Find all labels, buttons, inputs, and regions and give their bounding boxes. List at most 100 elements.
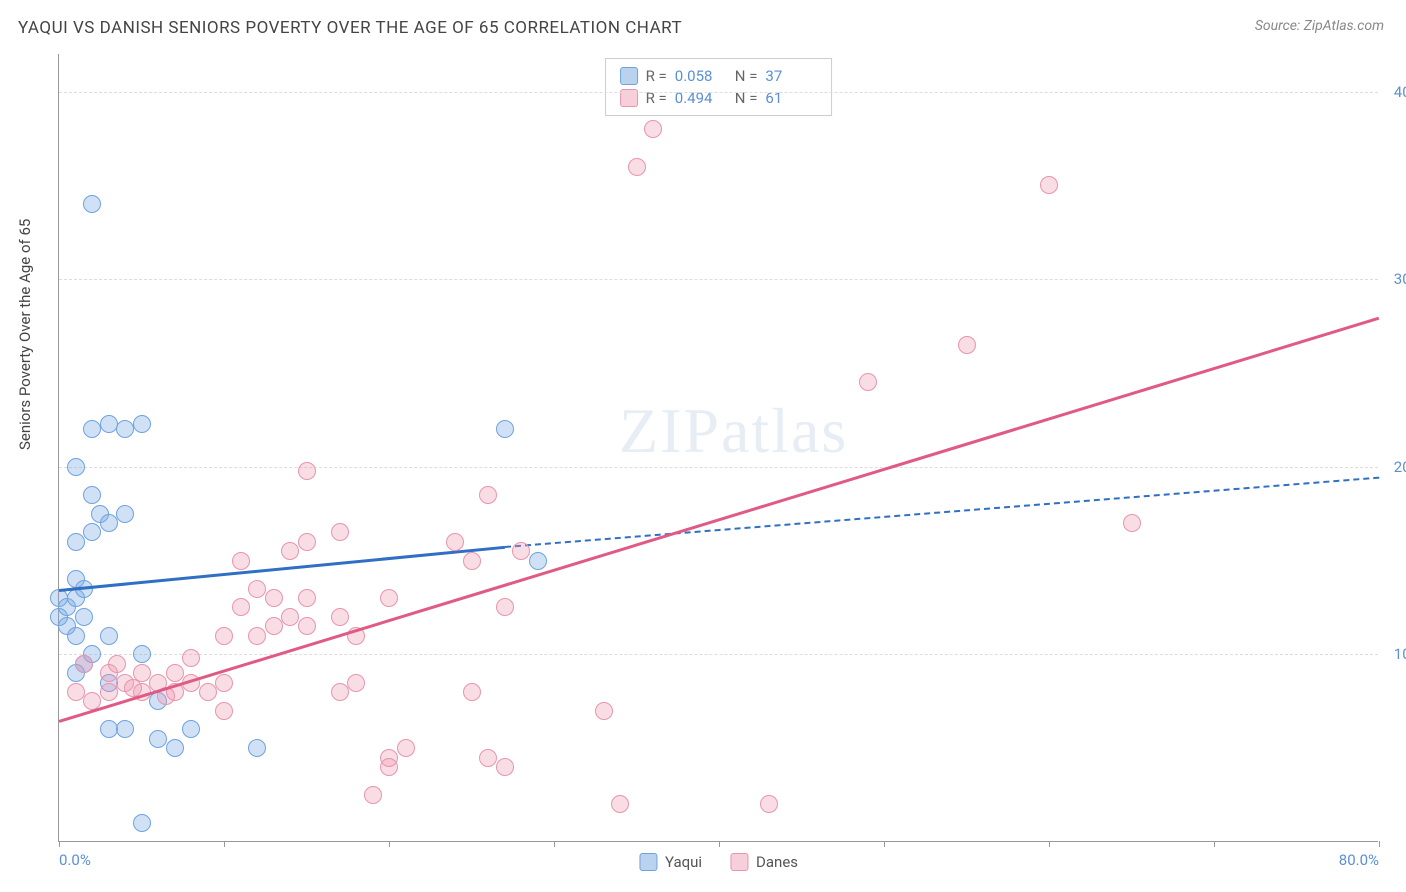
data-point (108, 655, 126, 673)
data-point (67, 533, 85, 551)
data-point (83, 486, 101, 504)
x-tick (554, 841, 555, 847)
data-point (100, 514, 118, 532)
trend-line-extension (504, 476, 1379, 547)
data-point (479, 486, 497, 504)
data-point (116, 720, 134, 738)
y-tick-label: 40.0% (1394, 83, 1406, 101)
x-tick (884, 841, 885, 847)
x-tick-label: 0.0% (59, 851, 91, 869)
data-point (446, 533, 464, 551)
data-point (331, 608, 349, 626)
stat-r-label: R = (646, 67, 667, 85)
data-point (116, 505, 134, 523)
data-point (248, 627, 266, 645)
x-tick (389, 841, 390, 847)
data-point (166, 664, 184, 682)
chart-container: YAQUI VS DANISH SENIORS POVERTY OVER THE… (0, 0, 1406, 892)
plot-area: ZIPatlas R =0.058N =37R =0.494N =61 Yaqu… (58, 54, 1378, 842)
data-point (133, 415, 151, 433)
data-point (496, 758, 514, 776)
stat-n-value: 37 (765, 67, 817, 85)
legend-swatch (730, 853, 748, 871)
data-point (347, 674, 365, 692)
data-point (529, 552, 547, 570)
data-point (298, 589, 316, 607)
x-tick (719, 841, 720, 847)
legend-series-label: Yaqui (665, 853, 702, 871)
data-point (281, 608, 299, 626)
data-point (265, 617, 283, 635)
data-point (331, 683, 349, 701)
series-legend: Yaqui Danes (639, 853, 798, 871)
data-point (397, 739, 415, 757)
watermark: ZIPatlas (619, 394, 848, 468)
x-tick (1214, 841, 1215, 847)
legend-stats-row: R =0.494N =61 (620, 87, 818, 109)
data-point (133, 664, 151, 682)
stat-r-value: 0.058 (675, 67, 727, 85)
source-attribution: Source: ZipAtlas.com (1255, 18, 1384, 34)
x-tick-label: 80.0% (1339, 851, 1379, 869)
gridline-h (59, 467, 1378, 468)
x-tick (224, 841, 225, 847)
gridline-h (59, 654, 1378, 655)
data-point (67, 683, 85, 701)
data-point (364, 786, 382, 804)
data-point (215, 702, 233, 720)
x-tick (1049, 841, 1050, 847)
data-point (331, 523, 349, 541)
data-point (298, 617, 316, 635)
data-point (100, 683, 118, 701)
stat-n-label: N = (735, 67, 758, 85)
legend-series-item: Yaqui (639, 853, 702, 871)
data-point (232, 598, 250, 616)
legend-swatch (639, 853, 657, 871)
data-point (298, 462, 316, 480)
data-point (116, 420, 134, 438)
data-point (479, 749, 497, 767)
gridline-h (59, 279, 1378, 280)
data-point (380, 589, 398, 607)
data-point (859, 373, 877, 391)
trend-line (59, 317, 1380, 723)
x-tick (1379, 841, 1380, 847)
data-point (83, 195, 101, 213)
data-point (67, 627, 85, 645)
data-point (149, 730, 167, 748)
data-point (760, 795, 778, 813)
data-point (1040, 176, 1058, 194)
data-point (265, 589, 283, 607)
data-point (215, 674, 233, 692)
data-point (75, 608, 93, 626)
data-point (83, 420, 101, 438)
y-tick-label: 10.0% (1394, 645, 1406, 663)
y-tick-label: 20.0% (1394, 458, 1406, 476)
data-point (281, 542, 299, 560)
data-point (100, 627, 118, 645)
data-point (496, 598, 514, 616)
legend-stats-row: R = 0.058 N = 37 (620, 65, 818, 87)
legend-swatch (620, 67, 638, 85)
data-point (133, 814, 151, 832)
data-point (512, 542, 530, 560)
data-point (463, 683, 481, 701)
y-axis-label: Seniors Poverty Over the Age of 65 (16, 219, 34, 450)
data-point (380, 749, 398, 767)
x-tick (59, 841, 60, 847)
data-point (215, 627, 233, 645)
data-point (611, 795, 629, 813)
correlation-legend: R = 0.058 N = 37 R =0.494N =61 (605, 58, 833, 116)
data-point (248, 580, 266, 598)
data-point (100, 415, 118, 433)
gridline-h (59, 92, 1378, 93)
data-point (958, 336, 976, 354)
y-tick-label: 30.0% (1394, 270, 1406, 288)
data-point (595, 702, 613, 720)
data-point (67, 458, 85, 476)
data-point (463, 552, 481, 570)
data-point (133, 645, 151, 663)
data-point (199, 683, 217, 701)
data-point (166, 739, 184, 757)
legend-series-label: Danes (756, 853, 798, 871)
